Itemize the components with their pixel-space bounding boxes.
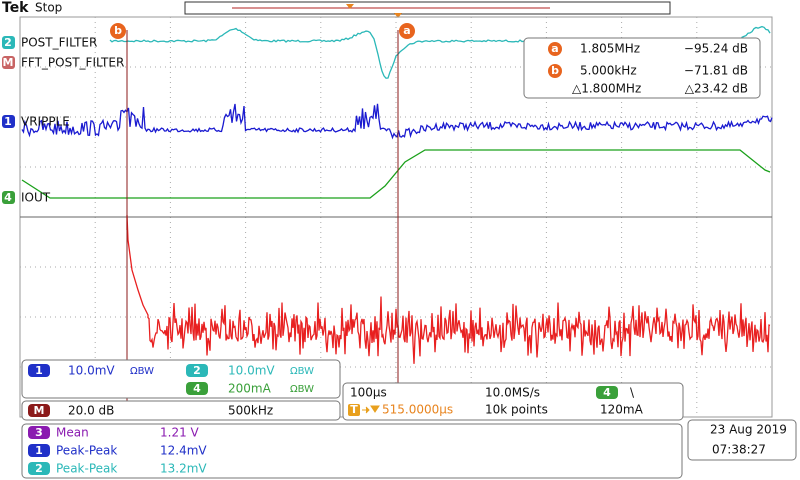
cursor-marker	[110, 23, 126, 39]
channel-badge-label: 4	[4, 191, 12, 204]
record-bar	[184, 1, 671, 15]
measurement-panel	[21, 423, 683, 479]
readout-delta-level: △23.42 dB	[685, 82, 748, 96]
cursor-readout	[523, 37, 761, 99]
math-badge-label: M	[34, 404, 45, 417]
math-scale: 20.0 dB	[68, 404, 114, 418]
measurement-name: Peak-Peak	[56, 444, 117, 458]
time: 07:38:27	[712, 443, 766, 457]
channel-bw: ΩBW	[290, 366, 314, 377]
time-scale: 100µs	[350, 386, 387, 400]
vertical-panel	[21, 359, 341, 399]
trigger-icon	[348, 404, 360, 416]
readout-level: −95.24 dB	[684, 42, 748, 56]
channel-label: IOUT	[21, 191, 51, 205]
brand: Tek	[2, 0, 29, 16]
measurement-name: Peak-Peak	[56, 462, 117, 476]
channel-badge	[186, 364, 208, 377]
date: 23 Aug 2019	[710, 423, 787, 437]
measurement-value: 13.2mV	[160, 462, 207, 476]
channel-scale: 10.0mV	[68, 364, 115, 378]
cursor-marker-label: a	[403, 24, 410, 37]
channel-badge-label: 2	[4, 36, 12, 49]
measurement-badge	[28, 444, 50, 457]
math-badge	[28, 404, 50, 417]
trigger-position: 515.0000µs	[382, 403, 453, 417]
channel-bw: ΩBW	[130, 366, 154, 377]
channel-badge	[2, 56, 15, 69]
channel-badge	[2, 36, 15, 49]
trigger-slope: \	[630, 386, 635, 400]
trigger-badge-label: 4	[603, 386, 611, 399]
measurement-value: 1.21 V	[160, 426, 200, 440]
channel-label: VRIPPLE	[21, 115, 70, 129]
trigger-badge	[596, 386, 618, 399]
trace-iout	[21, 149, 771, 199]
trigger-icon-label: T	[350, 403, 358, 416]
channel-badge-label: M	[3, 56, 14, 69]
channel-badge-label: 4	[193, 382, 201, 395]
channel-badge-label: 1	[4, 115, 12, 128]
math-span: 500kHz	[228, 404, 273, 418]
readout-freq: 5.000kHz	[580, 64, 637, 78]
readout-marker	[548, 42, 562, 56]
sample-rate: 10.0MS/s	[485, 386, 540, 400]
readout-freq: 1.805MHz	[580, 42, 640, 56]
channel-badge-label: 2	[193, 364, 201, 377]
readout-marker-label: b	[551, 64, 559, 77]
trigger-arrow	[362, 405, 380, 414]
position-marker	[394, 13, 402, 18]
channel-scale: 10.0mV	[228, 364, 275, 378]
trace-vripple	[21, 103, 773, 140]
readout-marker	[548, 64, 562, 78]
measurement-badge-label: 2	[35, 462, 43, 475]
record-length: 10k points	[485, 403, 548, 417]
clock-panel	[687, 419, 797, 461]
trigger-level: 120mA	[600, 403, 644, 417]
measurement-badge	[28, 462, 50, 475]
measurement-name: Mean	[56, 426, 89, 440]
cursor-marker-label: b	[114, 24, 122, 37]
measurement-badge-label: 3	[35, 426, 43, 439]
measurement-value: 12.4mV	[160, 444, 207, 458]
channel-label: POST_FILTER	[21, 36, 97, 50]
channel-bw: ΩBW	[290, 384, 314, 395]
readout-level: −71.81 dB	[684, 64, 748, 78]
measurement-badge	[28, 426, 50, 439]
channel-badge	[28, 364, 50, 377]
channel-badge	[2, 115, 15, 128]
status: Stop	[35, 1, 62, 15]
channel-badge-label: 1	[35, 364, 43, 377]
measurement-badge-label: 1	[35, 444, 43, 457]
trace-fft	[126, 214, 771, 364]
channel-label: FFT_POST_FILTER	[21, 56, 124, 70]
channel-badge	[186, 382, 208, 395]
channel-scale: 200mA	[228, 382, 272, 396]
trigger-point	[346, 4, 354, 9]
cursor-marker	[399, 23, 415, 39]
readout-delta-freq: △1.800MHz	[572, 82, 641, 96]
channel-badge	[2, 191, 15, 204]
math-panel	[21, 400, 341, 421]
readout-marker-label: a	[551, 42, 558, 55]
